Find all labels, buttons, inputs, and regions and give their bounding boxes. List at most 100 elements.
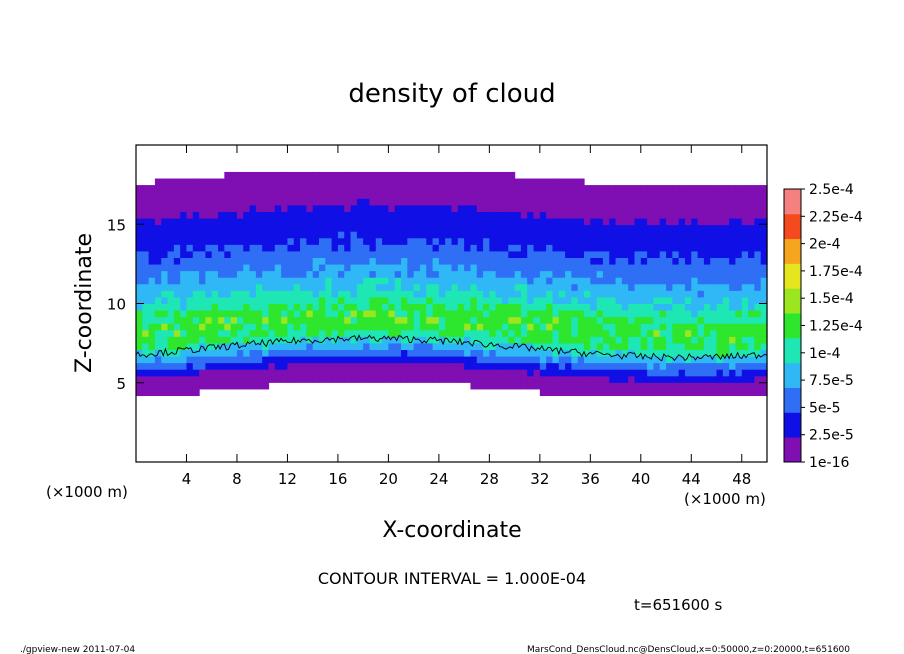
density-cell (628, 296, 636, 304)
density-cell (571, 382, 579, 390)
density-cell (596, 283, 604, 291)
density-cell (508, 250, 516, 258)
density-cell (609, 369, 617, 377)
density-cell (262, 250, 270, 258)
density-cell (218, 290, 225, 298)
density-cell (489, 198, 497, 206)
density-cell (552, 316, 560, 324)
density-cell (546, 198, 554, 206)
density-cell (590, 375, 598, 383)
density-cell (249, 303, 257, 311)
density-cell (300, 283, 307, 291)
density-cell (722, 323, 730, 331)
density-cell (388, 309, 396, 318)
density-cell (438, 329, 446, 337)
density-cell (375, 204, 383, 212)
density-cell (173, 217, 181, 226)
density-cell (527, 231, 535, 239)
density-cell (741, 309, 749, 318)
density-cell (249, 191, 257, 199)
density-cell (489, 369, 497, 377)
density-cell (520, 375, 528, 383)
density-cell (148, 309, 156, 318)
density-cell (274, 296, 282, 304)
density-cell (748, 388, 755, 397)
density-cell (318, 204, 326, 212)
density-cell (186, 336, 194, 344)
density-cell (230, 231, 238, 239)
density-cell (754, 342, 762, 351)
density-cell (154, 303, 162, 311)
density-cell (293, 349, 301, 357)
density-cell (451, 237, 459, 245)
density-cell (697, 329, 705, 337)
density-cell (249, 211, 257, 219)
density-cell (306, 355, 314, 364)
density-cell (262, 329, 270, 337)
density-cell (565, 244, 572, 252)
density-cell (230, 250, 238, 258)
density-cell (489, 263, 497, 272)
density-cell (514, 250, 522, 258)
density-cell (596, 198, 604, 206)
density-cell (318, 323, 326, 331)
density-cell (148, 231, 156, 239)
density-cell (356, 171, 364, 180)
density-cell (508, 349, 516, 357)
density-cell (741, 296, 749, 304)
density-cell (249, 217, 257, 226)
density-cell (697, 244, 705, 252)
density-cell (470, 277, 478, 285)
density-cell (432, 231, 440, 239)
density-cell (142, 382, 150, 390)
density-cell (640, 231, 648, 239)
density-cell (249, 329, 257, 337)
density-cell (363, 263, 371, 272)
density-cell (653, 237, 661, 245)
density-cell (167, 231, 175, 239)
density-cell (445, 323, 453, 331)
density-cell (161, 303, 169, 311)
density-cell (539, 178, 547, 186)
density-cell (647, 283, 655, 291)
density-cell (697, 388, 705, 397)
density-cell (432, 369, 440, 377)
density-cell (666, 204, 673, 212)
density-cell (476, 237, 484, 245)
density-cell (741, 362, 749, 370)
density-cell (199, 277, 207, 285)
density-cell (697, 270, 705, 278)
density-cell (186, 303, 194, 311)
density-cell (577, 178, 585, 186)
density-cell (388, 250, 396, 258)
density-cell (375, 290, 383, 298)
density-cell (167, 277, 175, 285)
density-cell (306, 316, 314, 324)
density-cell (640, 362, 648, 370)
density-cell (483, 237, 490, 245)
density-cell (565, 283, 572, 291)
density-cell (300, 323, 307, 331)
density-cell (369, 237, 377, 245)
density-cell (142, 263, 150, 272)
density-cell (691, 257, 699, 265)
density-cell (318, 191, 326, 199)
density-cell (281, 309, 289, 318)
density-cell (438, 250, 446, 258)
density-cell (451, 277, 459, 285)
density-cell (211, 336, 219, 344)
density-cell (539, 185, 547, 193)
density-cell (287, 250, 295, 258)
density-cell (653, 244, 661, 252)
density-cell (274, 204, 282, 212)
density-cell (653, 198, 661, 206)
density-cell (754, 309, 762, 318)
density-cell (552, 204, 560, 212)
density-cell (331, 290, 339, 298)
density-cell (426, 342, 434, 351)
density-cell (754, 290, 762, 298)
density-cell (653, 349, 661, 357)
density-cell (451, 257, 459, 265)
density-cell (470, 171, 478, 180)
density-cell (590, 303, 598, 311)
